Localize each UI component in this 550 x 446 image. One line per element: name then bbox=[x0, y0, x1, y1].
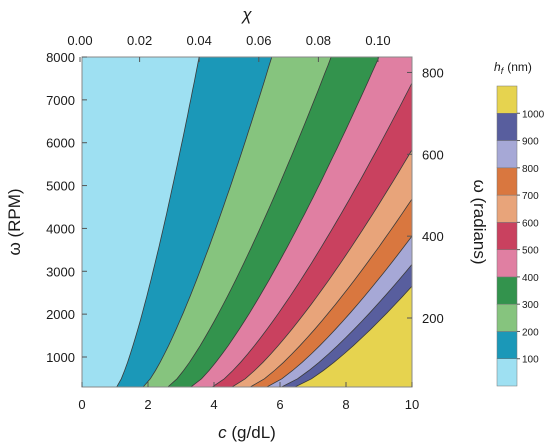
colorbar-swatch bbox=[496, 85, 518, 114]
contour-line-100 bbox=[116, 57, 200, 387]
y-tick-label: 6000 bbox=[46, 136, 75, 151]
right-tick-label: 800 bbox=[422, 65, 444, 80]
top-axis-ticks: 0.00 0.02 0.04 0.06 0.08 0.10 bbox=[67, 33, 391, 62]
x-tick-label: 4 bbox=[210, 397, 217, 412]
colorbar: 100 200 300 400 500 600 700 800 900 1000 bbox=[496, 85, 545, 387]
band-400 bbox=[190, 57, 412, 387]
band-200 bbox=[143, 57, 332, 387]
colorbar-swatch bbox=[496, 140, 518, 169]
colorbar-swatch bbox=[496, 194, 518, 223]
band-0 bbox=[82, 57, 200, 387]
right-tick-label: 600 bbox=[422, 147, 444, 162]
x-tick-label: 10 bbox=[405, 397, 419, 412]
contour-lines bbox=[116, 57, 412, 387]
colorbar-tick-label: 500 bbox=[522, 246, 539, 257]
colorbar-tick-label: 600 bbox=[522, 218, 539, 229]
y-tick-label: 3000 bbox=[46, 264, 75, 279]
contour-line-700 bbox=[250, 198, 412, 387]
colorbar-swatch bbox=[496, 303, 518, 332]
colorbar-title: hf (nm) bbox=[494, 60, 532, 76]
x-tick-label: 6 bbox=[276, 397, 283, 412]
top-tick-label: 0.10 bbox=[365, 33, 390, 48]
colorbar-swatch bbox=[496, 331, 518, 359]
y-tick-label: 1000 bbox=[46, 350, 75, 365]
y-axis-label: ω (RPM) bbox=[5, 188, 24, 255]
contour-bands bbox=[82, 57, 412, 387]
contour-line-800 bbox=[266, 235, 412, 387]
band-100 bbox=[116, 57, 272, 387]
colorbar-tick-label: 100 bbox=[522, 355, 539, 366]
top-axis-label: χ bbox=[240, 5, 252, 24]
colorbar-swatch bbox=[496, 113, 518, 141]
x-axis-label: c (g/dL) bbox=[218, 423, 276, 442]
top-tick-label: 0.00 bbox=[67, 33, 92, 48]
contour-line-400 bbox=[190, 57, 380, 387]
contour-line-200 bbox=[142, 57, 273, 387]
contour-line-1000 bbox=[294, 285, 412, 387]
plot-frame bbox=[81, 56, 413, 388]
top-tick-label: 0.06 bbox=[246, 33, 271, 48]
top-tick-label: 0.08 bbox=[306, 33, 331, 48]
band-300 bbox=[167, 57, 379, 387]
y-tick-label: 7000 bbox=[46, 93, 75, 108]
colorbar-swatch bbox=[496, 249, 518, 278]
top-tick-label: 0.02 bbox=[127, 33, 152, 48]
x-axis-ticks: 0 2 4 6 8 10 bbox=[78, 382, 419, 412]
colorbar-tick-label: 1000 bbox=[522, 109, 545, 120]
contour-line-900 bbox=[281, 263, 412, 387]
band-1000 bbox=[294, 286, 412, 387]
y-tick-label: 2000 bbox=[46, 307, 75, 322]
y-tick-label: 4000 bbox=[46, 221, 75, 236]
right-tick-label: 200 bbox=[422, 311, 444, 326]
colorbar-tick-label: 900 bbox=[522, 137, 539, 148]
colorbar-tick-label: 200 bbox=[522, 327, 539, 338]
x-tick-label: 8 bbox=[342, 397, 349, 412]
y-axis-ticks: 1000 2000 3000 4000 5000 6000 7000 8000 bbox=[46, 50, 87, 365]
colorbar-swatch bbox=[496, 167, 518, 196]
colorbar-tick-label: 400 bbox=[522, 273, 539, 284]
colorbar-tick-label: 700 bbox=[522, 191, 539, 202]
contour-line-600 bbox=[231, 149, 412, 387]
colorbar-tick-label: 300 bbox=[522, 300, 539, 311]
right-tick-label: 400 bbox=[422, 229, 444, 244]
top-tick-label: 0.04 bbox=[187, 33, 212, 48]
x-tick-label: 2 bbox=[144, 397, 151, 412]
y-tick-label: 5000 bbox=[46, 179, 75, 194]
colorbar-tick-label: 800 bbox=[522, 164, 539, 175]
colorbar-swatch bbox=[496, 358, 518, 387]
y-tick-label: 8000 bbox=[46, 50, 75, 65]
colorbar-swatch bbox=[496, 276, 518, 305]
right-axis-ticks: 200 400 600 800 bbox=[407, 65, 444, 326]
x-tick-label: 0 bbox=[78, 397, 85, 412]
contour-line-500 bbox=[212, 82, 412, 387]
colorbar-swatch bbox=[496, 222, 518, 250]
contour-line-300 bbox=[167, 57, 332, 387]
right-axis-label: ω (radians) bbox=[470, 179, 489, 264]
